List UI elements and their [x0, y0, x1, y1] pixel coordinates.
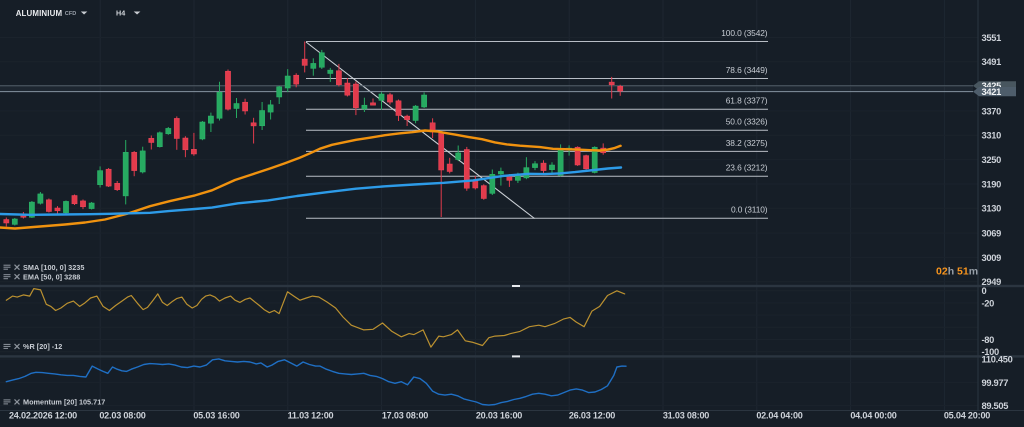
svg-text:23.6 (3212): 23.6 (3212)	[726, 163, 768, 173]
svg-text:31.03 08:00: 31.03 08:00	[663, 410, 709, 420]
svg-text:3250: 3250	[982, 155, 1002, 165]
svg-text:3310: 3310	[982, 131, 1002, 141]
svg-text:SMA [100, 0] 3235: SMA [100, 0] 3235	[23, 263, 84, 272]
svg-text:EMA [50, 0] 3288: EMA [50, 0] 3288	[23, 272, 80, 281]
svg-text:3421: 3421	[982, 87, 1002, 97]
svg-text:3009: 3009	[982, 253, 1002, 263]
svg-text:110.450: 110.450	[982, 355, 1013, 365]
svg-text:-20: -20	[982, 298, 995, 308]
svg-text:61.8 (3377): 61.8 (3377)	[726, 96, 768, 106]
svg-text:3425: 3425	[982, 81, 1002, 91]
svg-text:0: 0	[982, 286, 987, 296]
svg-text:20.03 16:00: 20.03 16:00	[476, 410, 522, 420]
svg-text:05.03 16:00: 05.03 16:00	[193, 410, 239, 420]
svg-text:CFD: CFD	[65, 11, 77, 17]
svg-text:02.03 08:00: 02.03 08:00	[99, 410, 145, 420]
svg-text:Momentum [20] 105.717: Momentum [20] 105.717	[23, 398, 105, 407]
svg-text:3069: 3069	[982, 229, 1002, 239]
svg-text:02.04 04:00: 02.04 04:00	[756, 410, 802, 420]
svg-text:99.977: 99.977	[982, 378, 1009, 388]
svg-text:24.02.2026 12:00: 24.02.2026 12:00	[9, 410, 77, 420]
svg-text:89.505: 89.505	[982, 401, 1009, 411]
svg-text:38.2 (3275): 38.2 (3275)	[726, 138, 768, 148]
svg-text:-100: -100	[982, 347, 1000, 357]
svg-text:50.0 (3326): 50.0 (3326)	[726, 117, 768, 127]
svg-text:0.0 (3110): 0.0 (3110)	[731, 205, 768, 215]
svg-text:04.04 00:00: 04.04 00:00	[850, 410, 896, 420]
svg-text:100.0 (3542): 100.0 (3542)	[721, 28, 768, 38]
svg-text:H4: H4	[116, 9, 125, 18]
svg-text:02h 51m: 02h 51m	[936, 266, 978, 278]
svg-text:3491: 3491	[982, 57, 1002, 67]
svg-text:05.04 20:00: 05.04 20:00	[944, 410, 990, 420]
svg-text:17.03 08:00: 17.03 08:00	[382, 410, 428, 420]
svg-text:3551: 3551	[982, 33, 1002, 43]
svg-text:3190: 3190	[982, 179, 1002, 189]
svg-text:2949: 2949	[982, 277, 1002, 287]
svg-text:-80: -80	[982, 335, 995, 345]
svg-text:78.6 (3449): 78.6 (3449)	[726, 65, 768, 75]
svg-text:%R [20] -12: %R [20] -12	[23, 342, 62, 351]
svg-text:3370: 3370	[982, 106, 1002, 116]
svg-text:ALUMINIUM: ALUMINIUM	[16, 9, 63, 18]
svg-text:26.03 12:00: 26.03 12:00	[569, 410, 615, 420]
svg-text:3130: 3130	[982, 204, 1002, 214]
svg-text:11.03 12:00: 11.03 12:00	[288, 410, 334, 420]
